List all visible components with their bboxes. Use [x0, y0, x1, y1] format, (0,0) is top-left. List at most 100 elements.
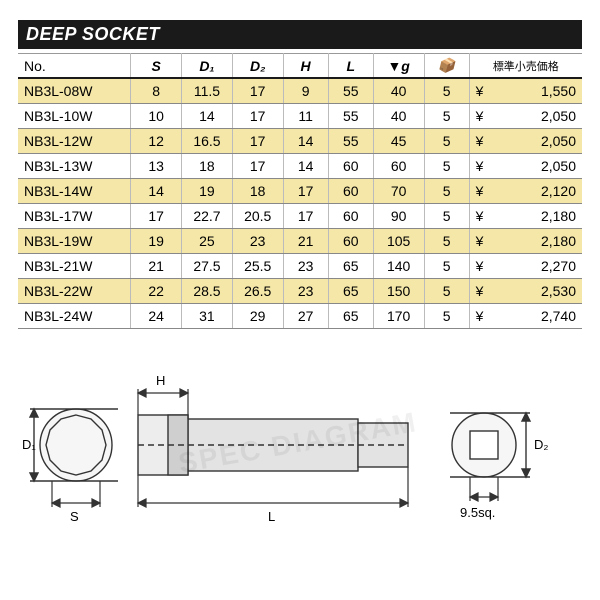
col-header: L — [328, 54, 373, 79]
col-header: H — [283, 54, 328, 79]
section-title: DEEP SOCKET — [18, 20, 582, 49]
cell: 5 — [424, 78, 469, 104]
col-header: D₁ — [182, 54, 233, 79]
cell: 65 — [328, 279, 373, 304]
cell: NB3L-24W — [18, 304, 131, 329]
cell: 23 — [283, 279, 328, 304]
label-l: L — [268, 509, 275, 524]
cell: 5 — [424, 229, 469, 254]
cell: 45 — [373, 129, 424, 154]
cell: NB3L-17W — [18, 204, 131, 229]
cell: 22.7 — [182, 204, 233, 229]
cell: 8 — [131, 78, 182, 104]
cell: 25 — [182, 229, 233, 254]
cell: 22 — [131, 279, 182, 304]
label-h: H — [156, 373, 165, 388]
col-header: No. — [18, 54, 131, 79]
cell: 150 — [373, 279, 424, 304]
cell: NB3L-19W — [18, 229, 131, 254]
table-row: NB3L-10W1014171155405¥ 2,050 — [18, 104, 582, 129]
cell: 90 — [373, 204, 424, 229]
col-header: D₂ — [232, 54, 283, 79]
cell: 5 — [424, 104, 469, 129]
cell: 12 — [131, 129, 182, 154]
cell: 21 — [131, 254, 182, 279]
cell: 14 — [283, 129, 328, 154]
col-header: 📦 — [424, 54, 469, 79]
label-s: S — [70, 509, 79, 524]
cell: NB3L-12W — [18, 129, 131, 154]
col-header: ▼g — [373, 54, 424, 79]
cell: 27.5 — [182, 254, 233, 279]
cell: 29 — [232, 304, 283, 329]
col-header: S — [131, 54, 182, 79]
cell: 17 — [283, 179, 328, 204]
cell: 14 — [182, 104, 233, 129]
cell: 5 — [424, 154, 469, 179]
cell: 13 — [131, 154, 182, 179]
cell: 65 — [328, 304, 373, 329]
cell: 19 — [131, 229, 182, 254]
cell: 17 — [232, 129, 283, 154]
cell: ¥ 2,740 — [469, 304, 582, 329]
cell: 65 — [328, 254, 373, 279]
cell: 11.5 — [182, 78, 233, 104]
cell: 60 — [328, 229, 373, 254]
cell: 55 — [328, 129, 373, 154]
table-row: NB3L-12W1216.5171455455¥ 2,050 — [18, 129, 582, 154]
cell: 27 — [283, 304, 328, 329]
cell: ¥ 2,270 — [469, 254, 582, 279]
cell: 23 — [283, 254, 328, 279]
cell: 55 — [328, 104, 373, 129]
cell: ¥ 2,180 — [469, 204, 582, 229]
cell: 170 — [373, 304, 424, 329]
cell: 17 — [131, 204, 182, 229]
cell: 5 — [424, 254, 469, 279]
cell: ¥ 2,180 — [469, 229, 582, 254]
page-container: DEEP SOCKET No.SD₁D₂HL▼g📦標準小売価格 NB3L-08W… — [0, 0, 600, 600]
cell: 17 — [232, 78, 283, 104]
cell: 40 — [373, 104, 424, 129]
cell: 55 — [328, 78, 373, 104]
cell: 26.5 — [232, 279, 283, 304]
cell: 14 — [131, 179, 182, 204]
cell: NB3L-08W — [18, 78, 131, 104]
cell: 5 — [424, 204, 469, 229]
cell: 14 — [283, 154, 328, 179]
table-row: NB3L-17W1722.720.51760905¥ 2,180 — [18, 204, 582, 229]
cell: ¥ 2,050 — [469, 129, 582, 154]
cell: 23 — [232, 229, 283, 254]
cell: ¥ 2,050 — [469, 104, 582, 129]
diagram-svg: D₁ S — [18, 353, 578, 533]
table-row: NB3L-14W1419181760705¥ 2,120 — [18, 179, 582, 204]
cell: 5 — [424, 279, 469, 304]
table-header-row: No.SD₁D₂HL▼g📦標準小売価格 — [18, 54, 582, 79]
table-body: NB3L-08W811.517955405¥ 1,550NB3L-10W1014… — [18, 78, 582, 329]
cell: 9 — [283, 78, 328, 104]
cell: 17 — [283, 204, 328, 229]
cell: 11 — [283, 104, 328, 129]
cell: 28.5 — [182, 279, 233, 304]
cell: 60 — [328, 204, 373, 229]
cell: 140 — [373, 254, 424, 279]
cell: 16.5 — [182, 129, 233, 154]
cell: 10 — [131, 104, 182, 129]
cell: ¥ 2,530 — [469, 279, 582, 304]
cell: ¥ 2,120 — [469, 179, 582, 204]
cell: 60 — [373, 154, 424, 179]
cell: 40 — [373, 78, 424, 104]
cell: NB3L-13W — [18, 154, 131, 179]
cell: ¥ 1,550 — [469, 78, 582, 104]
table-row: NB3L-24W24312927651705¥ 2,740 — [18, 304, 582, 329]
cell: 21 — [283, 229, 328, 254]
cell: 5 — [424, 179, 469, 204]
cell: 31 — [182, 304, 233, 329]
cell: ¥ 2,050 — [469, 154, 582, 179]
cell: 5 — [424, 304, 469, 329]
label-d2: D₂ — [534, 437, 548, 452]
cell: 60 — [328, 179, 373, 204]
cell: 17 — [232, 154, 283, 179]
cell: 17 — [232, 104, 283, 129]
cell: 25.5 — [232, 254, 283, 279]
cell: NB3L-21W — [18, 254, 131, 279]
